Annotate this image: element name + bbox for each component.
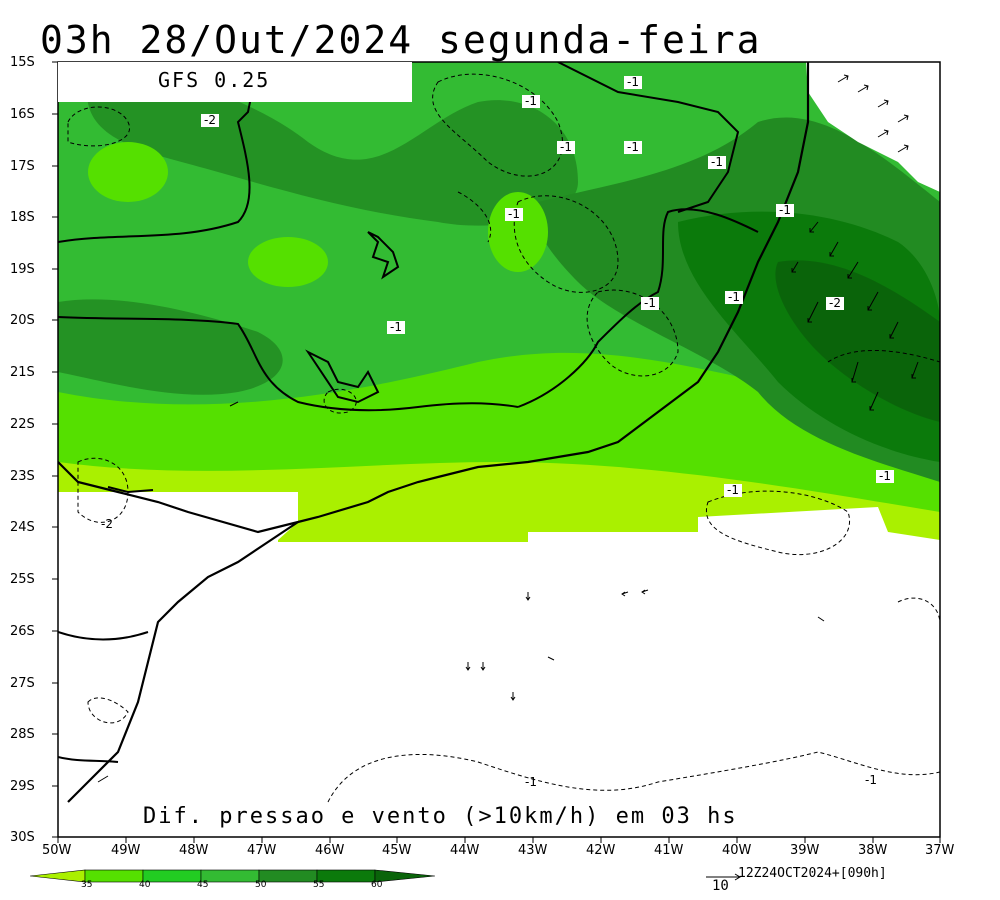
colorbar-swatch-2 [142,869,202,883]
field-core [775,260,940,422]
lon-label-50w: 50W [42,843,72,858]
colorbar-swatch-0 [30,869,86,883]
border-mg-es [517,208,759,408]
lat-label-29s: 29S [10,779,35,794]
contour-label-top-1: -1 [624,76,642,89]
colorbar-swatch-1 [84,869,144,883]
lon-label-37w: 37W [925,843,955,858]
border-mg-go [58,62,259,243]
reference-vector-arrow [706,873,741,881]
colorbar-swatch-3 [200,869,260,883]
contour-label-nw: -2 [201,114,219,127]
colorbar-label-35: 35 [81,880,93,890]
border-sc-pr [58,631,149,641]
contour-label-n1: -1 [557,141,575,154]
contour-label-c2: -1 [387,321,405,334]
reservoir-1 [367,231,400,280]
lat-label-22s: 22S [10,417,35,432]
lat-label-17s: 17S [10,159,35,174]
colorbar-label-50: 50 [255,880,267,890]
run-info: 12Z24OCT2024+[090h] [738,866,887,881]
lon-label-40w: 40W [722,843,752,858]
wind-vectors [97,74,919,783]
contour-label-e1: -1 [776,204,794,217]
contour-label-top-2: -1 [522,95,540,108]
lat-label-25s: 25S [10,572,35,587]
coastline [58,62,810,534]
lon-label-46w: 46W [315,843,345,858]
lat-label-18s: 18S [10,210,35,225]
contour-label-se1: -1 [876,470,894,483]
lon-label-48w: 48W [179,843,209,858]
colorbar-swatch-5 [316,869,376,883]
lat-label-19s: 19S [10,262,35,277]
lat-label-15s: 15S [10,55,35,70]
map-subtitle: Dif. pressao e vento (>10km/h) em 03 hs [143,804,738,829]
field-light-spot-1 [248,237,328,287]
field-empty-ne [806,62,940,192]
contour-label-s1: -1 [525,775,537,789]
lat-label-28s: 28S [10,727,35,742]
field-light-spot-3 [88,142,168,202]
lat-label-23s: 23S [10,469,35,484]
contour-label-s2: -1 [865,773,877,787]
lon-label-42w: 42W [586,843,616,858]
lat-label-24s: 24S [10,520,35,535]
map-title: 03h 28/Out/2024 segunda-feira [40,18,762,62]
lat-label-27s: 27S [10,676,35,691]
border-mg-sp [58,316,519,412]
reference-vector-label: 10 [712,878,729,894]
lat-label-16s: 16S [10,107,35,122]
colorbar-swatch-6 [374,869,436,883]
border-rs-sc [58,756,119,763]
lon-label-43w: 43W [518,843,548,858]
colorbar-swatch-4 [258,869,318,883]
contour-label-e4: -2 [826,297,844,310]
lat-label-26s: 26S [10,624,35,639]
contour-label-e2: -1 [641,297,659,310]
lon-label-49w: 49W [111,843,141,858]
lat-label-21s: 21S [10,365,35,380]
colorbar-label-60: 60 [371,880,383,890]
field-empty-ocean [58,492,940,837]
contour-label-c1: -1 [505,208,523,221]
model-label: GFS 0.25 [158,68,271,92]
map-panel: -1 -1 -2 -1 -1 -1 -1 -1 -1 -1 -2 -1 -1 -… [58,62,940,837]
lat-label-20s: 20S [10,313,35,328]
lon-label-41w: 41W [654,843,684,858]
lon-label-44w: 44W [450,843,480,858]
lon-label-47w: 47W [247,843,277,858]
field-dark-north [87,76,578,226]
lon-label-45w: 45W [382,843,412,858]
lon-label-39w: 39W [790,843,820,858]
model-label-box [58,62,412,102]
contour-label-ne1: -1 [708,156,726,169]
colorbar-label-40: 40 [139,880,151,890]
field-light-spot-2 [488,192,548,272]
reservoir-2 [305,349,380,404]
contour-label-e3: -1 [725,291,743,304]
contour-label-sw: -2 [101,517,113,531]
lon-label-38w: 38W [858,843,888,858]
contour-label-n2: -1 [624,141,642,154]
border-mg-ba [557,62,740,213]
contour-lines [67,73,940,803]
colorbar-label-55: 55 [313,880,325,890]
contour-label-se2: -1 [724,484,742,497]
colorbar-label-45: 45 [197,880,209,890]
colorbar [30,869,436,883]
lat-label-30s: 30S [10,830,35,845]
